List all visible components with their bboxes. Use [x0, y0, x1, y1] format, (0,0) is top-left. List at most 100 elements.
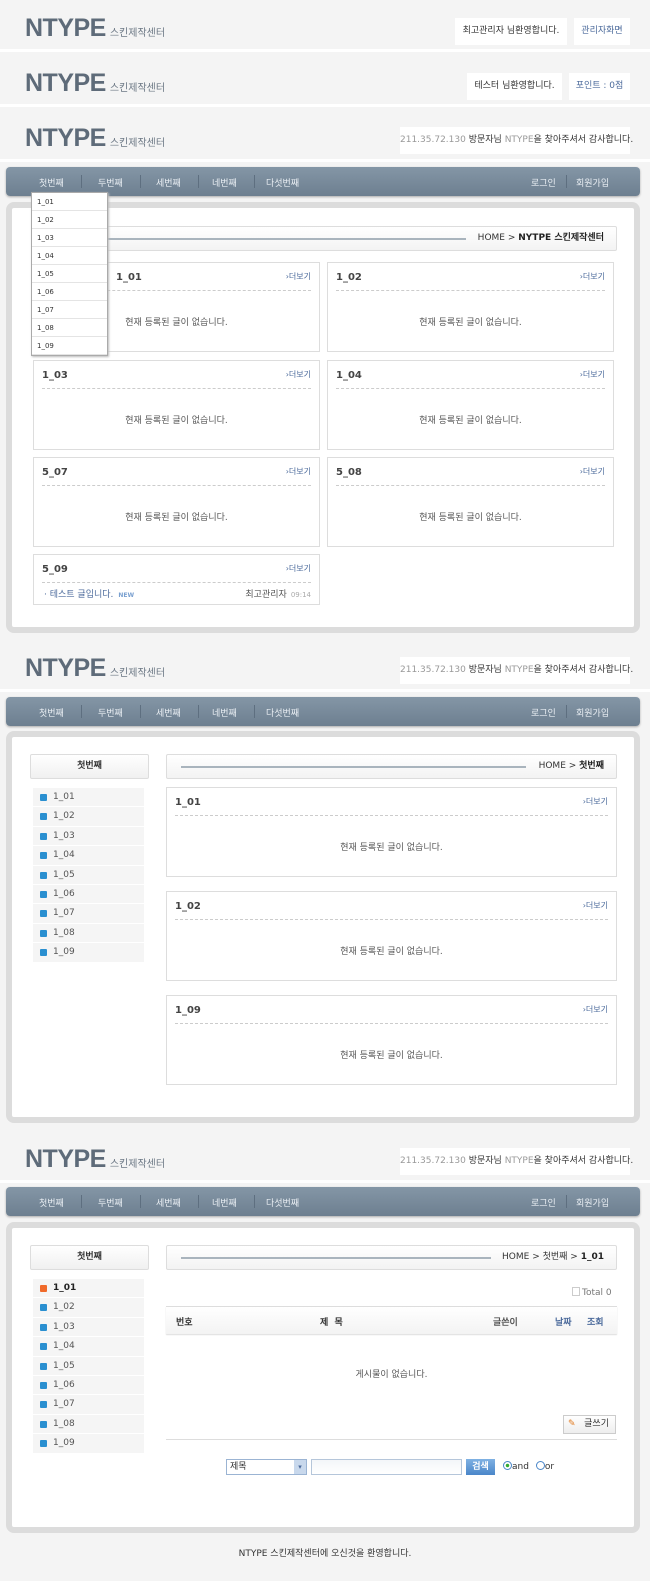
main-nav: 첫번째 두번째 세번째 네번째 다섯번째 로그인 회원가입	[6, 1187, 640, 1216]
more-link[interactable]: ›더보기	[285, 467, 311, 476]
radio-and[interactable]	[503, 1461, 512, 1470]
nav-divider	[254, 175, 255, 188]
sidebar-item[interactable]: 1_04	[33, 1337, 144, 1357]
nav-item-3[interactable]: 세번째	[156, 1199, 181, 1209]
sidebar-item[interactable]: 1_08	[33, 923, 144, 944]
nav-item-5[interactable]: 다섯번째	[266, 179, 300, 189]
sidebar-item[interactable]: 1_06	[33, 1375, 144, 1396]
join-link[interactable]: 회원가입	[576, 1199, 610, 1209]
sidebar-item[interactable]: 1_01	[33, 1279, 144, 1299]
nav-item-1[interactable]: 첫번째	[39, 1199, 64, 1209]
header: NTYPE 스킨제작센터 211.35.72.130 방문자님 NTYPE을 찾아주…	[0, 110, 650, 162]
logo[interactable]: NTYPE 스킨제작센터	[25, 1145, 166, 1173]
write-button[interactable]: ✎ 글쓰기	[563, 1415, 616, 1434]
welcome-text: 테스터 님환영합니다.	[467, 73, 562, 100]
board-title[interactable]: 1_02	[175, 901, 201, 912]
login-link[interactable]: 로그인	[531, 709, 556, 719]
login-link[interactable]: 로그인	[531, 1199, 556, 1209]
sidebar-item[interactable]: 1_09	[33, 1434, 144, 1454]
search-mode: and or	[503, 1461, 554, 1472]
join-link[interactable]: 회원가입	[576, 179, 610, 189]
board-title[interactable]: 5_09	[42, 564, 68, 575]
radio-or[interactable]	[535, 1461, 545, 1470]
more-link[interactable]: ›더보기	[579, 467, 605, 476]
board-title[interactable]: 1_02	[336, 272, 362, 283]
nav-item-4[interactable]: 네번째	[212, 709, 237, 719]
sidebar-item[interactable]: 1_03	[33, 1317, 144, 1338]
board-title[interactable]: 1_04	[336, 370, 362, 381]
board-title[interactable]: 1_01	[116, 272, 142, 283]
latest-board-box: 1_02 ›더보기 현재 등록된 글이 없습니다.	[327, 262, 614, 352]
divider	[336, 485, 605, 486]
nav-item-3[interactable]: 세번째	[156, 179, 181, 189]
admin-link[interactable]: 관리자화면	[574, 18, 630, 45]
more-link[interactable]: ›더보기	[582, 901, 608, 910]
board-title[interactable]: 5_08	[336, 467, 362, 478]
sidebar-item[interactable]: 1_09	[33, 943, 144, 963]
divider	[42, 290, 311, 291]
nav-item-5[interactable]: 다섯번째	[266, 709, 300, 719]
join-link[interactable]: 회원가입	[576, 709, 610, 719]
more-link[interactable]: ›더보기	[579, 272, 605, 281]
board-title[interactable]: 1_03	[42, 370, 68, 381]
more-link[interactable]: ›더보기	[582, 797, 608, 806]
logo-subtitle: 스킨제작센터	[109, 28, 166, 39]
more-link[interactable]: ›더보기	[582, 1005, 608, 1014]
nav-item-1[interactable]: 첫번째	[39, 709, 64, 719]
sidebar-item[interactable]: 1_07	[33, 1395, 144, 1415]
nav-item-4[interactable]: 네번째	[212, 179, 237, 189]
nav-item-1[interactable]: 첫번째	[39, 179, 64, 189]
more-link[interactable]: ›더보기	[285, 564, 311, 573]
dropdown-item[interactable]: 1_05	[32, 265, 107, 283]
more-link[interactable]: ›더보기	[285, 272, 311, 281]
divider	[336, 388, 605, 389]
sidebar-item[interactable]: 1_01	[33, 788, 144, 808]
sidebar-item[interactable]: 1_05	[33, 1356, 144, 1376]
board-title[interactable]: 1_01	[175, 797, 201, 808]
more-link[interactable]: ›더보기	[285, 370, 311, 379]
logo[interactable]: NTYPE 스킨제작센터	[25, 14, 166, 42]
sidebar-item[interactable]: 1_06	[33, 884, 144, 905]
board-title[interactable]: 1_09	[175, 1005, 201, 1016]
dropdown-item[interactable]: 1_06	[32, 283, 107, 301]
nav-item-2[interactable]: 두번째	[98, 179, 123, 189]
column-header[interactable]: 날짜	[555, 1318, 572, 1328]
dropdown-item[interactable]: 1_01	[32, 193, 107, 211]
board-title[interactable]: 5_07	[42, 467, 68, 478]
empty-message: 현재 등록된 글이 없습니다.	[419, 513, 522, 523]
dropdown-item[interactable]: 1_08	[32, 319, 107, 337]
search-field-select[interactable]: 제목 ▾	[226, 1459, 307, 1475]
sidebar-item[interactable]: 1_08	[33, 1414, 144, 1435]
column-header[interactable]: 조회	[587, 1318, 604, 1328]
search-input[interactable]	[311, 1459, 462, 1475]
nav-item-2[interactable]: 두번째	[98, 1199, 123, 1209]
nav-item-2[interactable]: 두번째	[98, 709, 123, 719]
logo[interactable]: NTYPE 스킨제작센터	[25, 654, 166, 682]
points-link[interactable]: 포인트 : 0점	[569, 73, 630, 100]
dropdown-item[interactable]: 1_03	[32, 229, 107, 247]
dropdown-item[interactable]: 1_07	[32, 301, 107, 319]
dropdown-item[interactable]: 1_02	[32, 211, 107, 229]
login-link[interactable]: 로그인	[531, 179, 556, 189]
sidebar-item[interactable]: 1_02	[33, 1298, 144, 1318]
sidebar-item[interactable]: 1_02	[33, 807, 144, 827]
list-icon	[572, 1287, 580, 1296]
column-header: 제 목	[320, 1318, 343, 1328]
sidebar-item[interactable]: 1_05	[33, 865, 144, 885]
divider	[175, 919, 608, 920]
more-link[interactable]: ›더보기	[579, 370, 605, 379]
search-button[interactable]: 검색	[466, 1459, 495, 1475]
nav-item-4[interactable]: 네번째	[212, 1199, 237, 1209]
nav-item-3[interactable]: 세번째	[156, 709, 181, 719]
logo[interactable]: NTYPE 스킨제작센터	[25, 124, 166, 152]
post-title[interactable]: · 테스트 글입니다.	[44, 590, 114, 600]
nav-item-5[interactable]: 다섯번째	[266, 1199, 300, 1209]
sidebar-item[interactable]: 1_07	[33, 904, 144, 924]
sidebar-item[interactable]: 1_04	[33, 846, 144, 866]
logo[interactable]: NTYPE 스킨제작센터	[25, 69, 166, 97]
dropdown-item[interactable]: 1_09	[32, 337, 107, 355]
nav-divider	[566, 175, 567, 188]
breadcrumb: HOME > NYTPE 스킨제작센터	[33, 226, 617, 251]
dropdown-item[interactable]: 1_04	[32, 247, 107, 265]
sidebar-item[interactable]: 1_03	[33, 826, 144, 847]
